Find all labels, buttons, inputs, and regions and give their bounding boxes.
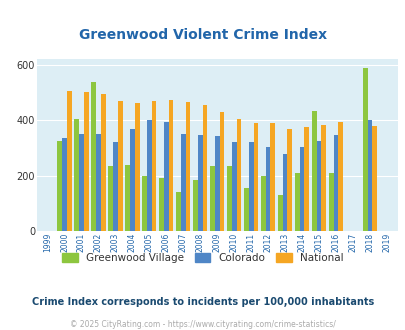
- Bar: [117, 101, 122, 231]
- Text: Greenwood Violent Crime Index: Greenwood Violent Crime Index: [79, 28, 326, 42]
- Text: © 2025 CityRating.com - https://www.cityrating.com/crime-statistics/: © 2025 CityRating.com - https://www.city…: [70, 319, 335, 329]
- Bar: [96, 134, 100, 231]
- Bar: [265, 147, 270, 231]
- Bar: [202, 105, 207, 231]
- Bar: [142, 177, 147, 231]
- Bar: [282, 153, 287, 231]
- Bar: [248, 143, 253, 231]
- Bar: [287, 129, 292, 231]
- Bar: [181, 134, 185, 231]
- Bar: [328, 173, 333, 231]
- Bar: [367, 120, 371, 231]
- Bar: [193, 180, 197, 231]
- Bar: [84, 91, 88, 231]
- Bar: [67, 91, 71, 231]
- Bar: [100, 94, 105, 231]
- Bar: [57, 141, 62, 231]
- Bar: [371, 125, 376, 231]
- Bar: [91, 82, 96, 231]
- Bar: [134, 103, 139, 231]
- Bar: [337, 122, 342, 231]
- Bar: [311, 111, 316, 231]
- Bar: [299, 147, 304, 231]
- Bar: [151, 101, 156, 231]
- Bar: [164, 122, 168, 231]
- Bar: [226, 166, 231, 231]
- Bar: [197, 135, 202, 231]
- Legend: Greenwood Village, Colorado, National: Greenwood Village, Colorado, National: [58, 248, 347, 267]
- Bar: [333, 135, 337, 231]
- Bar: [260, 176, 265, 231]
- Bar: [74, 119, 79, 231]
- Bar: [79, 134, 84, 231]
- Bar: [113, 143, 117, 231]
- Bar: [125, 165, 130, 231]
- Bar: [277, 195, 282, 231]
- Bar: [130, 129, 134, 231]
- Bar: [236, 119, 241, 231]
- Bar: [243, 187, 248, 231]
- Bar: [253, 123, 258, 231]
- Bar: [321, 125, 325, 231]
- Bar: [362, 68, 367, 231]
- Bar: [219, 112, 224, 231]
- Bar: [62, 138, 67, 231]
- Bar: [214, 136, 219, 231]
- Bar: [316, 141, 321, 231]
- Bar: [108, 166, 113, 231]
- Bar: [147, 120, 151, 231]
- Bar: [270, 123, 275, 231]
- Bar: [294, 173, 299, 231]
- Text: Crime Index corresponds to incidents per 100,000 inhabitants: Crime Index corresponds to incidents per…: [32, 297, 373, 307]
- Bar: [185, 102, 190, 231]
- Bar: [304, 127, 308, 231]
- Bar: [176, 192, 181, 231]
- Bar: [231, 143, 236, 231]
- Bar: [209, 166, 214, 231]
- Bar: [168, 100, 173, 231]
- Bar: [159, 179, 164, 231]
